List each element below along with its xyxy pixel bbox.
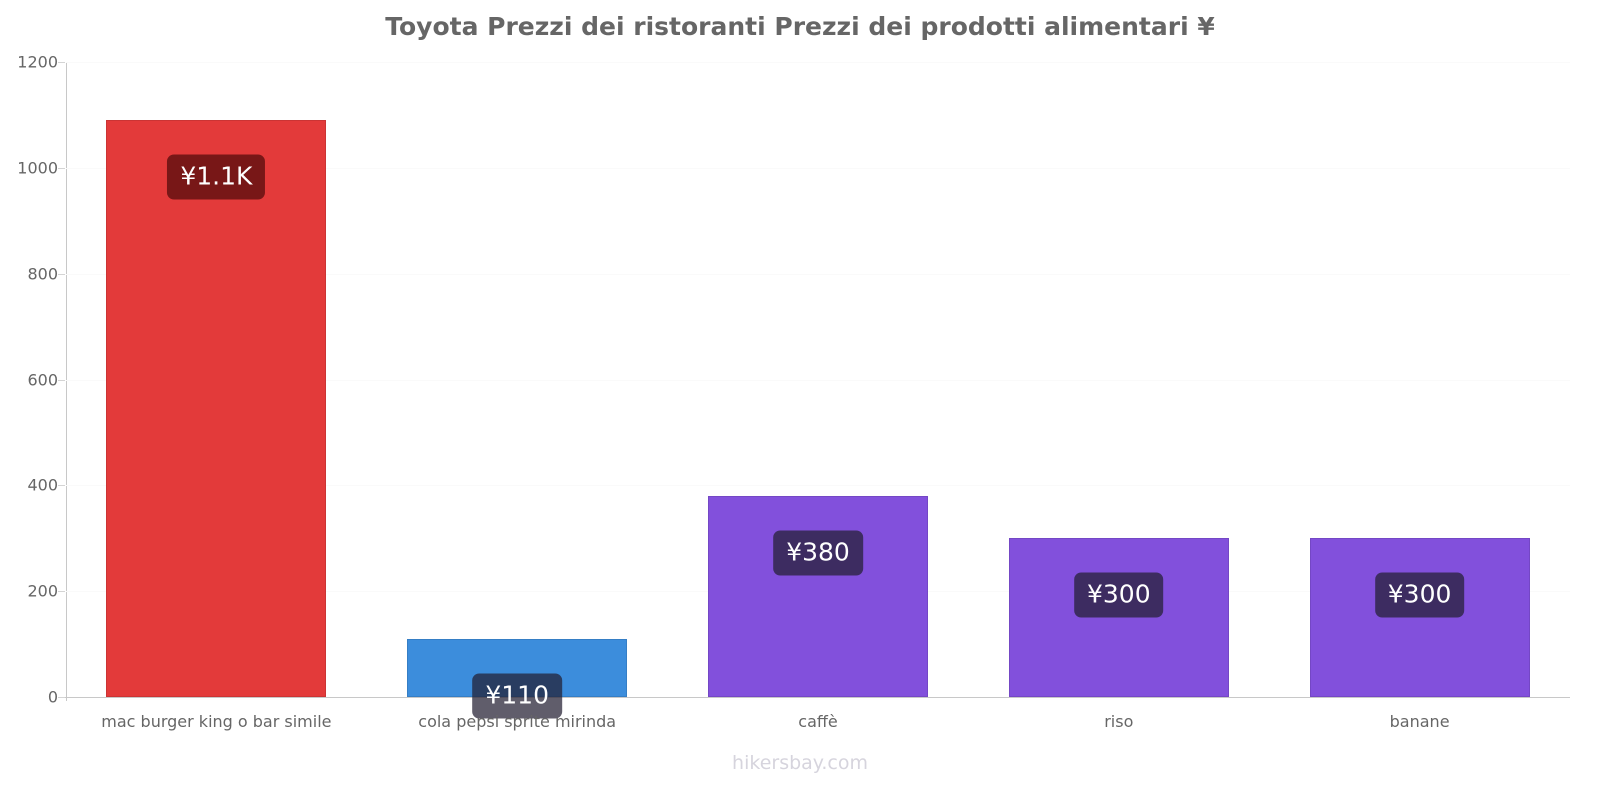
- chart-title: Toyota Prezzi dei ristoranti Prezzi dei …: [385, 12, 1215, 41]
- y-tick-mark: [58, 485, 65, 487]
- gridline: [66, 697, 1570, 698]
- y-tick-mark: [58, 697, 65, 698]
- gridline: [66, 62, 1570, 63]
- gridline: [66, 379, 1570, 381]
- y-axis-tick-labels: 0 200 400 600 800 1000 1200: [0, 0, 65, 800]
- x-tick-label: mac burger king o bar simile: [101, 712, 332, 731]
- bar-value-label: ¥380: [773, 530, 863, 576]
- bar-value-label: ¥1.1K: [167, 154, 266, 200]
- plot-area: ¥1.1K ¥110 ¥380 ¥300 ¥300: [66, 62, 1570, 719]
- y-tick-mark: [58, 273, 65, 275]
- bar[interactable]: [106, 120, 327, 697]
- y-tick-mark: [58, 379, 65, 381]
- gridline: [66, 273, 1570, 275]
- bar[interactable]: [708, 495, 928, 697]
- gridline: [66, 167, 1570, 169]
- y-tick-label: 0: [47, 687, 58, 707]
- x-tick-label: banane: [1389, 712, 1450, 731]
- footer-watermark: hikersbay.com: [732, 752, 868, 774]
- bar-value-label: ¥300: [1374, 572, 1465, 618]
- y-tick-mark: [58, 167, 65, 169]
- gridline: [66, 485, 1570, 487]
- y-tick-label: 1000: [17, 158, 58, 178]
- y-tick-label: 600: [27, 370, 58, 389]
- x-tick-label: caffè: [798, 712, 838, 731]
- y-tick-label: 200: [27, 581, 58, 601]
- y-tick-mark: [58, 62, 65, 63]
- x-tick-label: riso: [1104, 712, 1134, 731]
- y-axis-line: [66, 62, 67, 701]
- bar-value-label: ¥110: [472, 673, 562, 719]
- y-tick-label: 1200: [17, 52, 58, 72]
- bar-value-label: ¥300: [1073, 572, 1164, 618]
- y-tick-mark: [58, 591, 65, 593]
- y-tick-label: 400: [27, 475, 58, 495]
- y-tick-label: 800: [27, 264, 58, 284]
- x-tick-label: cola pepsi sprite mirinda: [418, 712, 617, 731]
